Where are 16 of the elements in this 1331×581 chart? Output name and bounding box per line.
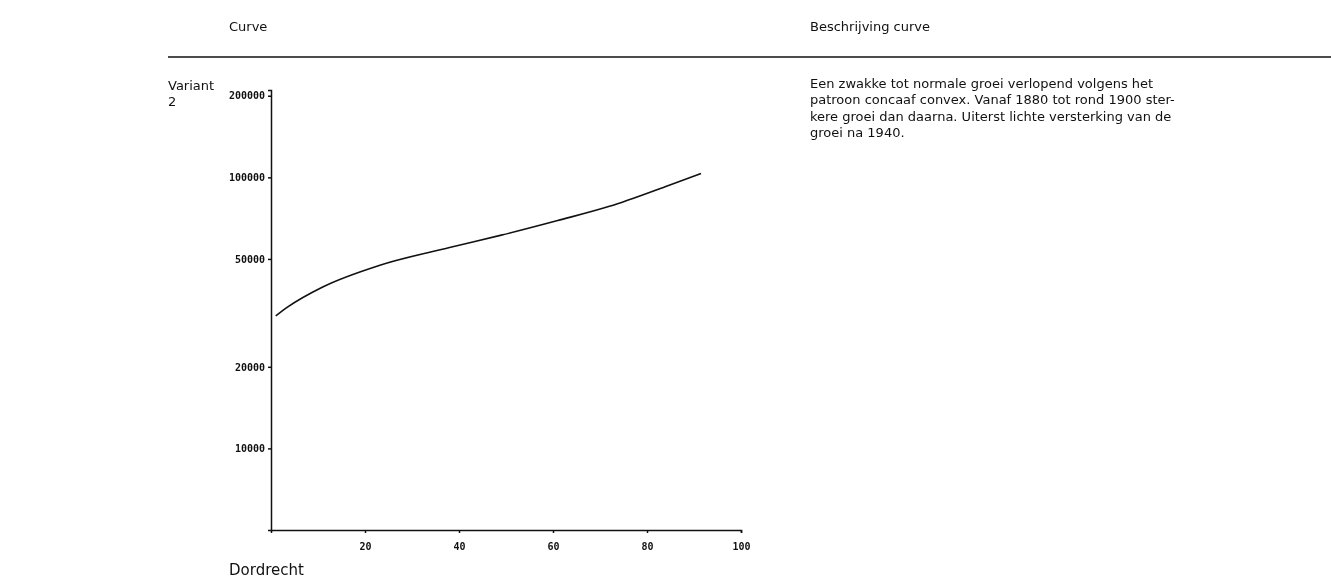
y-tick-label: 100000: [228, 172, 265, 184]
text: Curve: [229, 19, 268, 34]
text: Beschrijving curve: [810, 19, 930, 34]
text: Variant 2: [168, 78, 215, 110]
x-tick-label: 40: [453, 541, 466, 552]
x-tick-label: 100: [732, 541, 751, 552]
x-tick-label: 80: [641, 541, 654, 552]
line-series: [274, 172, 702, 317]
x-tick-label: 20: [359, 541, 372, 552]
y-tick-label: 20000: [234, 361, 265, 373]
y-tick-label: 10000: [234, 443, 265, 455]
text: Dordrecht: [229, 561, 304, 579]
y-tick-label: 200000: [228, 90, 265, 102]
x-tick-label: 60: [547, 541, 560, 552]
y-tick-label: 50000: [234, 253, 265, 265]
text: Een zwakke tot normale groei verlopend volgens het patroon concaaf convex. Vanaf 1880 tot rond 1900 ster- kere groei dan daarna. Uiterst lichte versterking van de groei na 1940.: [810, 76, 1176, 140]
